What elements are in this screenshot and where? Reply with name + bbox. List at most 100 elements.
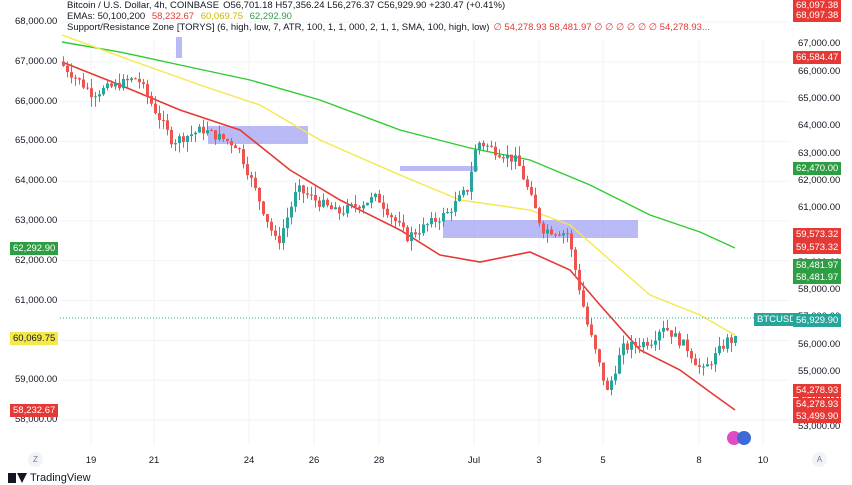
event-icons[interactable] (727, 431, 751, 445)
candle (298, 185, 301, 192)
candle (418, 233, 421, 235)
left-axis-tick: 68,000.00 (15, 16, 58, 27)
candle (102, 88, 105, 95)
time-axis-tick: Jul (467, 455, 481, 466)
candle (474, 149, 477, 172)
candle (162, 120, 165, 122)
candle (62, 61, 65, 66)
candle (730, 337, 733, 343)
left-axis-tick: 63,000.00 (15, 215, 58, 226)
candle (694, 358, 697, 366)
candle (514, 155, 517, 162)
candle (114, 82, 117, 87)
candle (614, 373, 617, 381)
candle (550, 229, 553, 235)
left-axis-tick: 66,000.00 (15, 95, 58, 107)
left-axis-tick: 58,000.00 (15, 414, 58, 425)
candle (110, 83, 113, 87)
right-price-tag: 54,278.93 (793, 398, 842, 411)
candle (710, 364, 713, 366)
candle (518, 155, 521, 167)
candle (282, 228, 285, 244)
candle (442, 213, 445, 222)
candle (458, 195, 461, 201)
candle (666, 328, 669, 331)
candle (290, 206, 293, 218)
candle (542, 223, 545, 234)
candle (558, 234, 561, 236)
candle (398, 221, 401, 223)
right-price-tag: 56,929.90 (793, 314, 842, 327)
candle (118, 82, 121, 89)
left-price-tag: 58,232.67 (10, 404, 59, 417)
right-price-tag: 59,573.32 (793, 241, 842, 254)
sr-zone (208, 126, 308, 144)
sr-zone (443, 220, 638, 238)
candle (238, 148, 241, 150)
candle (446, 211, 449, 214)
candle (186, 136, 189, 142)
candle (258, 187, 261, 202)
time-axis-tick: 26 (308, 455, 320, 466)
time-axis-tick: 8 (696, 455, 702, 466)
tradingview-logo-icon (8, 473, 27, 483)
candle (646, 341, 649, 346)
candle (622, 343, 625, 356)
candle (690, 351, 693, 359)
candle (206, 130, 209, 134)
candle (86, 87, 89, 89)
candle (686, 339, 689, 352)
candle (250, 175, 253, 178)
auto-scale-button[interactable]: A (812, 452, 827, 467)
candle (522, 166, 525, 180)
sr-zone (176, 37, 182, 58)
candle (366, 202, 369, 206)
candle (494, 146, 497, 156)
left-axis-tick: 59,000.00 (15, 374, 58, 386)
right-price-tag: 58,481.97 (793, 271, 842, 284)
time-axis-tick: 19 (85, 455, 97, 466)
right-price-tag: 53,499.90 (793, 410, 842, 423)
candle (218, 133, 221, 140)
legend-emas: EMAs: 50,100,200 58,232.67 60,069.75 62,… (67, 11, 292, 22)
candle (286, 217, 289, 229)
right-axis-tick: 53,000.00 (798, 420, 841, 432)
candle (82, 79, 85, 88)
candle (242, 149, 245, 165)
candle (382, 202, 385, 209)
candle (426, 224, 429, 226)
time-axis-tick: 28 (373, 455, 385, 466)
candle (306, 193, 309, 195)
candle (166, 120, 169, 130)
candle (222, 133, 225, 140)
candle (254, 177, 257, 188)
candle (590, 324, 593, 336)
left-axis-tick: 62,000.00 (15, 254, 58, 266)
candle (274, 230, 277, 236)
candle (642, 341, 645, 348)
right-price-tag: 66,584.47 (793, 51, 842, 64)
candle (726, 337, 729, 349)
candle (634, 341, 637, 346)
candle (682, 339, 685, 346)
candle (706, 364, 709, 367)
right-price-tag: BTCUSD (754, 313, 800, 326)
candle (330, 205, 333, 210)
timezone-button[interactable]: Z (28, 452, 43, 467)
right-axis-tick: 63,000.00 (798, 147, 841, 159)
right-axis-tick: 58,000.00 (798, 284, 841, 295)
candle (578, 269, 581, 291)
candle (734, 335, 737, 343)
candle (574, 249, 577, 270)
candle (406, 227, 409, 242)
candle (246, 164, 249, 176)
candle (534, 194, 537, 209)
candle (358, 206, 361, 209)
candle (554, 234, 557, 236)
candle (146, 84, 149, 96)
candle (546, 229, 549, 234)
right-price-tag: 59,573.32 (793, 228, 842, 241)
us-flag-icon[interactable] (737, 431, 751, 445)
candle (702, 366, 705, 368)
